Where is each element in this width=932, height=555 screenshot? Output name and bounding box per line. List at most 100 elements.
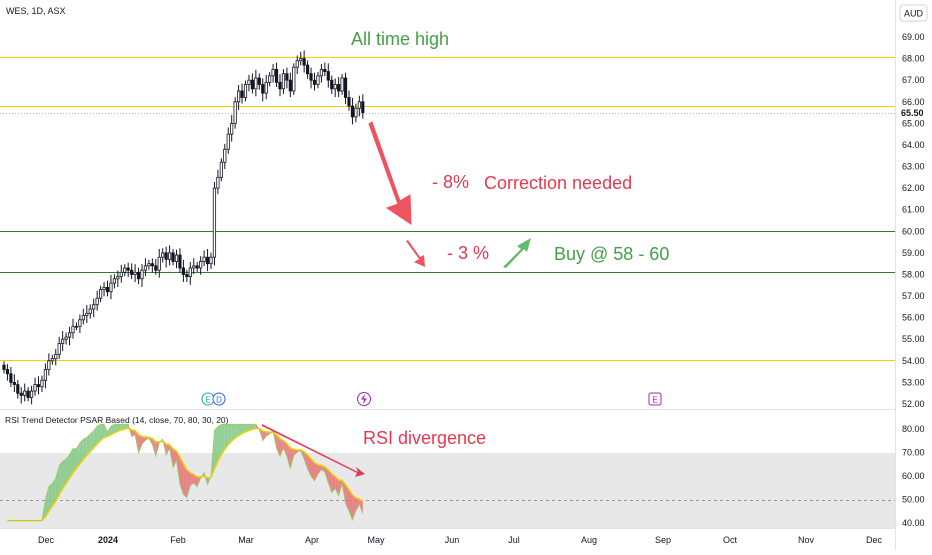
candle-body [223, 148, 227, 163]
annotation-minus-8[interactable]: - 8% [432, 172, 469, 192]
candle-body [140, 269, 144, 280]
rsi-fill-segment [173, 448, 177, 468]
candle-body [195, 265, 199, 269]
time-axis-label: 2024 [98, 535, 118, 545]
candle-body [312, 79, 317, 85]
rsi-fill-segment [117, 424, 122, 432]
annotation-correction[interactable]: Correction needed [484, 173, 632, 193]
candle-body [171, 252, 175, 262]
candle-body [257, 77, 261, 85]
rsi-line [7, 423, 364, 522]
candle-body [278, 81, 282, 90]
candle-body [167, 252, 172, 260]
candle-body [112, 278, 116, 284]
price-tick-label: 60.00 [902, 226, 925, 236]
rsi-fill-segment [166, 443, 170, 456]
rsi-fill-segment [266, 431, 270, 437]
candle-body [85, 312, 89, 316]
rsi-fill-segment [186, 469, 191, 498]
annotation-minus-3[interactable]: - 3 % [447, 243, 489, 263]
rsi-fill-segment [100, 424, 105, 441]
arrow-down-large[interactable] [368, 121, 412, 225]
currency-label: AUD [904, 9, 924, 19]
annotation-all-time-high[interactable]: All time high [351, 29, 449, 49]
candle-body [78, 319, 82, 327]
rsi-fill-segment [179, 456, 184, 495]
indicator-title[interactable]: RSI Trend Detector PSAR Based (14, close… [5, 415, 229, 425]
rsi-fill-segment [304, 451, 308, 469]
candle-body [243, 84, 248, 98]
rsi-fill-segment [217, 424, 222, 462]
price-tick-label: 61.00 [902, 205, 925, 215]
candle-body [16, 384, 20, 394]
rsi-fill-segment [355, 497, 360, 511]
candle-body [74, 325, 79, 328]
candle-body [309, 73, 313, 81]
time-axis-label: Dec [866, 535, 883, 545]
arrow-rsi-divergence[interactable] [262, 424, 365, 477]
time-axis-label: Jun [445, 535, 460, 545]
price-tick-label: 62.00 [902, 183, 925, 193]
price-tick-label: 54.00 [902, 356, 925, 366]
event-badge-split[interactable] [357, 392, 371, 406]
candle-body [299, 58, 303, 62]
candle-body [199, 261, 203, 269]
candle-body [226, 133, 230, 150]
candle-body [181, 267, 185, 275]
rsi-fill-segment [331, 473, 336, 493]
annotation-rsi-divergence[interactable]: RSI divergence [363, 428, 486, 448]
rsi-signal-line [7, 427, 364, 522]
price-tick-label: 67.00 [902, 75, 925, 85]
candle-body [54, 353, 58, 360]
rsi-fill-segment [359, 498, 363, 514]
price-tick-label: 63.00 [902, 162, 925, 172]
candle-body [350, 105, 355, 118]
candlestick-series [2, 50, 365, 405]
price-tick-label: 66.00 [902, 97, 925, 107]
candle-body [161, 252, 165, 258]
candle-body [337, 84, 341, 92]
rsi-fill-segment [110, 424, 115, 435]
rsi-fill-segment [280, 438, 284, 457]
candle-body [71, 325, 75, 334]
time-axis-label: Mar [238, 535, 254, 545]
rsi-fill-segment [286, 443, 291, 469]
rsi-tick-label: 60.00 [902, 471, 925, 481]
candle-body [233, 101, 237, 124]
currency-button[interactable] [899, 4, 928, 22]
rsi-fill-segment [352, 494, 356, 520]
event-badge-dividend[interactable]: D [212, 392, 226, 406]
candle-body [254, 77, 258, 90]
rsi-fill-segment [114, 424, 118, 433]
arrow-down-small[interactable] [406, 240, 425, 267]
rsi-fill-segment [324, 466, 329, 483]
price-axis: 69.00 68.00 67.00 66.00 65.00 64.00 63.00 62.00… [902, 32, 925, 409]
candle-body [64, 336, 68, 340]
candle-body [216, 176, 220, 189]
price-tick-label: 58.00 [902, 269, 925, 279]
rsi-fill-segment [86, 433, 91, 456]
rsi-tick-label: 80.00 [902, 424, 925, 434]
candle-body [143, 265, 148, 271]
candle-body [205, 256, 210, 265]
candle-body [116, 276, 120, 280]
arrow-up-green[interactable] [503, 238, 531, 268]
price-tick-label: 65.00 [902, 118, 925, 128]
candle-body [5, 369, 10, 375]
rsi-fill-segment [235, 424, 239, 439]
rsi-fill-segment [66, 454, 70, 484]
annotation-buy[interactable]: Buy @ 58 - 60 [554, 244, 669, 264]
candle-body [343, 77, 348, 98]
rsi-tick-label: 70.00 [902, 448, 925, 458]
candle-body [230, 122, 234, 135]
rsi-fill-segment [128, 424, 132, 437]
candle-body [88, 308, 92, 314]
candle-body [133, 271, 137, 275]
candle-body [178, 254, 182, 269]
event-badge-future-earnings[interactable]: E [648, 392, 662, 406]
rsi-fill-segment [62, 459, 67, 489]
event-badge-dividend-label: D [216, 396, 222, 405]
candle-body [268, 75, 272, 83]
event-badge-earnings[interactable]: E [201, 392, 215, 406]
